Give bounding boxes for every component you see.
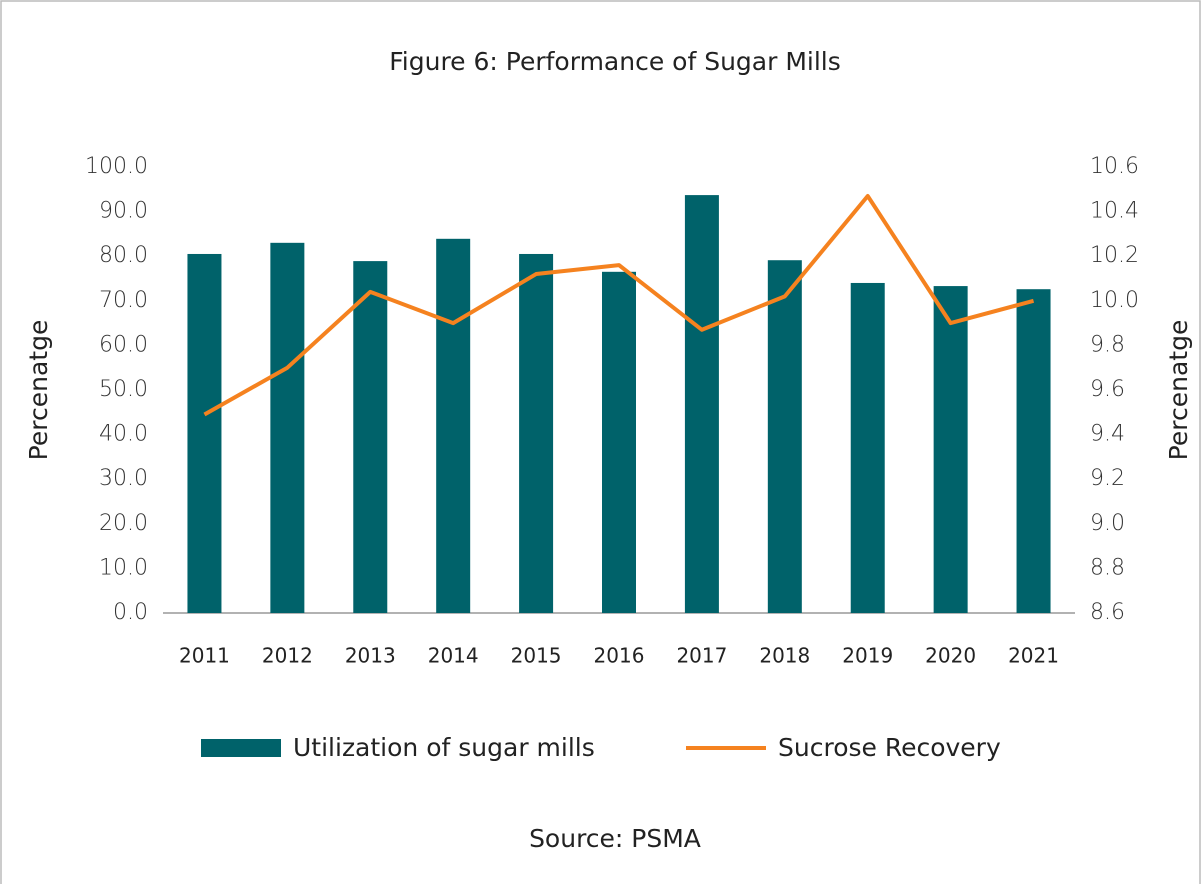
x-tick-label: 2011 <box>179 644 230 668</box>
y-tick-label: 80.0 <box>99 243 148 268</box>
y-tick-label: 20.0 <box>99 511 148 536</box>
y-tick-label: 40.0 <box>99 422 148 447</box>
y-tick-label: 100.0 <box>85 154 148 179</box>
bar <box>602 271 636 613</box>
y2-tick-label: 8.8 <box>1090 555 1125 580</box>
y2-tick-label: 8.6 <box>1090 600 1125 625</box>
y-tick-label: 0.0 <box>113 600 148 625</box>
bar <box>519 253 554 613</box>
y2-tick-label: 9.4 <box>1090 422 1125 447</box>
y-tick-label: 70.0 <box>99 288 148 313</box>
bar <box>684 195 719 613</box>
y-tick-label: 30.0 <box>99 466 148 491</box>
x-tick-label: 2021 <box>1008 644 1059 668</box>
legend-label: Utilization of sugar mills <box>293 733 595 762</box>
bar <box>933 286 968 613</box>
x-tick-label: 2016 <box>594 644 645 668</box>
source-note: Source: PSMA <box>529 824 701 853</box>
bar <box>353 261 388 613</box>
y2-tick-label: 10.6 <box>1090 154 1139 179</box>
line <box>203 193 1035 417</box>
x-tick-label: 2018 <box>759 644 810 668</box>
x-tick-label: 2014 <box>428 644 479 668</box>
bar <box>850 282 885 613</box>
y2-tick-label: 9.8 <box>1090 332 1125 357</box>
x-tick-label: 2013 <box>345 644 396 668</box>
y2-tick-label: 9.0 <box>1090 511 1125 536</box>
bar <box>187 253 222 613</box>
x-tick-label: 2020 <box>925 644 976 668</box>
bar <box>270 242 305 613</box>
legend-label: Sucrose Recovery <box>778 733 1001 762</box>
bar <box>436 238 471 613</box>
y2-tick-label: 9.2 <box>1090 466 1125 491</box>
y-tick-label: 50.0 <box>99 377 148 402</box>
y2-tick-label: 10.4 <box>1090 199 1139 224</box>
y-tick-label: 10.0 <box>99 555 148 580</box>
chart-title: Figure 6: Performance of Sugar Mills <box>389 47 841 76</box>
x-tick-label: 2015 <box>511 644 562 668</box>
y2-tick-label: 10.2 <box>1090 243 1139 268</box>
y2-axis-title: Percenatge <box>1164 320 1193 461</box>
y-axis-title: Percenatge <box>24 320 53 461</box>
legend-swatch <box>201 739 281 757</box>
x-tick-label: 2019 <box>842 644 893 668</box>
y-tick-label: 90.0 <box>99 199 148 224</box>
bar <box>767 260 802 613</box>
x-tick-label: 2017 <box>676 644 727 668</box>
x-tick-label: 2012 <box>262 644 313 668</box>
bar <box>1016 289 1051 613</box>
y-tick-label: 60.0 <box>99 332 148 357</box>
y2-tick-label: 10.0 <box>1090 288 1139 313</box>
y2-tick-label: 9.6 <box>1090 377 1125 402</box>
